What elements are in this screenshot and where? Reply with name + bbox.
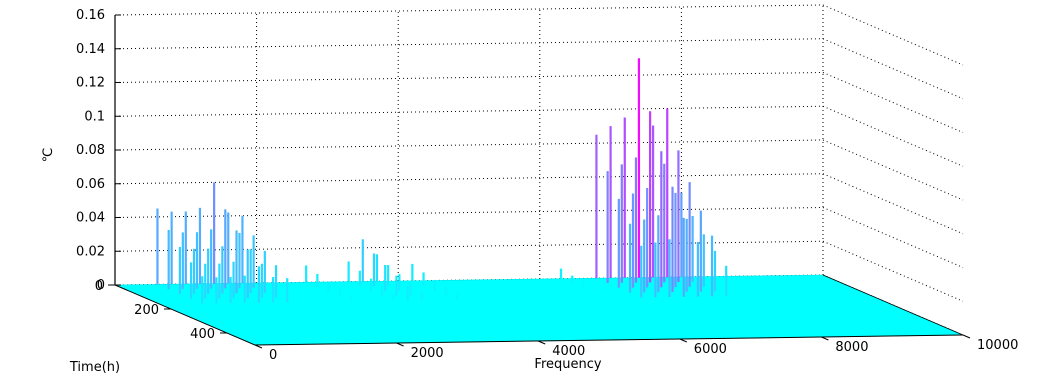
x-tick-label: 4000 xyxy=(552,344,585,359)
x-tick xyxy=(821,336,829,341)
z-tick-label: 0.12 xyxy=(76,76,105,91)
side-grid-line xyxy=(822,72,964,133)
back-grid-line xyxy=(114,38,824,50)
right-edge xyxy=(822,274,964,336)
time-axis xyxy=(114,284,256,346)
side-grid-line xyxy=(822,173,964,235)
z-tick-label: 0.02 xyxy=(76,244,105,259)
x-tick-label: 10000 xyxy=(977,338,1018,353)
tick-labels: 0 0.02 0.04 0.06 0.08 0.1 0.12 0.14 0.16 0 2000 400… xyxy=(76,8,1018,363)
side-grid-line xyxy=(822,139,964,201)
surface-floor xyxy=(114,274,964,346)
z-tick-label: 0.08 xyxy=(76,143,105,158)
z-tick-label: 0.04 xyxy=(76,211,105,226)
x-tick xyxy=(254,344,263,349)
x-tick xyxy=(679,338,687,343)
x-tick xyxy=(962,334,971,339)
side-grid-line xyxy=(822,4,964,66)
surface xyxy=(114,274,964,346)
side-grid-line xyxy=(822,207,964,268)
y-tick-label: 400 xyxy=(190,327,215,342)
side-grid-line xyxy=(822,105,964,167)
axes xyxy=(108,14,971,349)
x-tick-label: 0 xyxy=(269,348,277,363)
back-grid-line xyxy=(114,207,824,218)
frequency-axis xyxy=(254,334,964,346)
back-grid-line xyxy=(114,240,824,252)
x-tick-label: 6000 xyxy=(694,342,727,357)
y-axis-label: Time(h) xyxy=(69,360,120,375)
x-tick xyxy=(396,342,404,347)
z-tick-label: 0.1 xyxy=(84,109,105,124)
x-tick-label: 8000 xyxy=(835,340,868,355)
x-tick-label: 2000 xyxy=(411,346,444,361)
side-grid-line xyxy=(822,38,964,100)
y-tick-label: 200 xyxy=(134,303,159,318)
back-grid-line xyxy=(114,72,824,83)
x-tick xyxy=(538,340,546,345)
back-grid-line xyxy=(114,4,824,16)
peaks xyxy=(156,58,728,304)
back-grid-line xyxy=(114,139,824,151)
z-tick-label: 0.16 xyxy=(76,8,105,23)
z-tick-label: 0 xyxy=(97,278,105,293)
back-grid-line xyxy=(114,105,824,117)
z-tick-label: 0.14 xyxy=(76,42,105,57)
z-axis-label: ℃ xyxy=(41,148,56,163)
side-grid-line xyxy=(822,240,964,302)
x-axis-label: Frequency xyxy=(534,357,601,372)
back-grid-line xyxy=(114,173,824,185)
z-tick-label: 0.06 xyxy=(76,177,105,192)
y-tick-label: 0 xyxy=(95,279,103,294)
